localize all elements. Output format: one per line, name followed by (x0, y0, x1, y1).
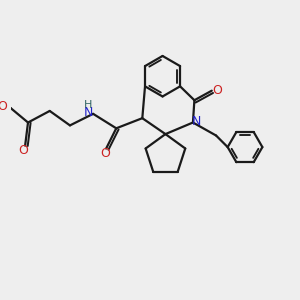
Text: N: N (84, 106, 93, 119)
Text: O: O (19, 144, 28, 158)
Text: N: N (192, 115, 201, 128)
Text: O: O (212, 84, 222, 97)
Text: O: O (100, 147, 110, 160)
Text: O: O (0, 100, 8, 113)
Text: H: H (84, 100, 93, 110)
